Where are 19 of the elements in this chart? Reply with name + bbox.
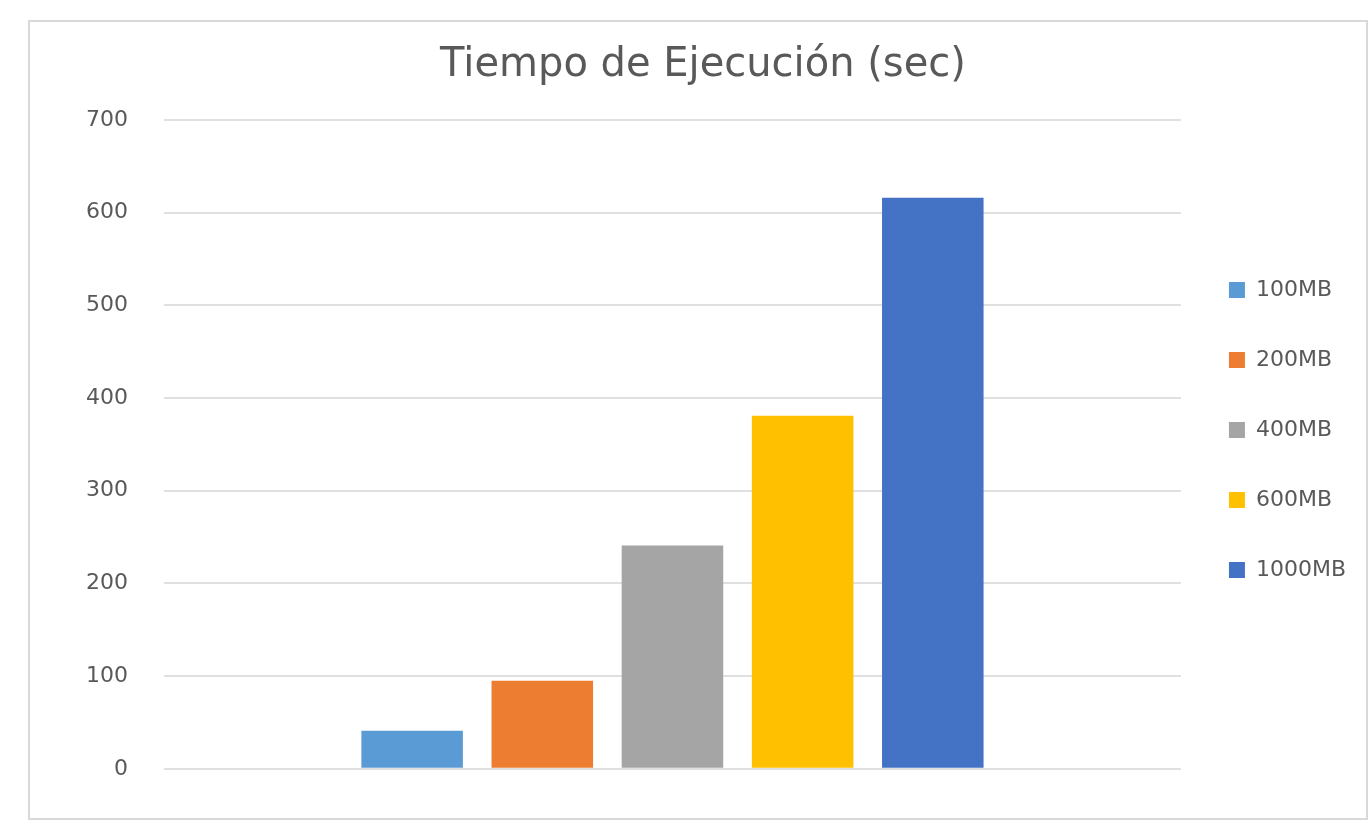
legend-label: 600MB <box>1255 485 1333 511</box>
y-tick-label: 500 <box>85 291 128 317</box>
bar <box>361 730 463 768</box>
legend-label: 100MB <box>1255 275 1333 301</box>
y-tick-label: 400 <box>85 383 128 409</box>
legend-label: 1000MB <box>1255 555 1346 581</box>
bar <box>621 545 724 768</box>
bar <box>882 197 984 768</box>
y-tick-label: 300 <box>85 476 128 502</box>
y-tick-label: 0 <box>113 754 128 780</box>
legend-label: 200MB <box>1255 345 1333 371</box>
bar <box>491 680 594 768</box>
y-tick-label: 200 <box>85 569 128 595</box>
chart-title: Tiempo de Ejecución (sec) <box>439 39 966 86</box>
legend-label: 400MB <box>1255 415 1333 441</box>
bar <box>751 415 854 768</box>
y-tick-label: 700 <box>85 105 128 131</box>
y-tick-label: 100 <box>85 661 128 687</box>
y-tick-label: 600 <box>85 198 128 224</box>
